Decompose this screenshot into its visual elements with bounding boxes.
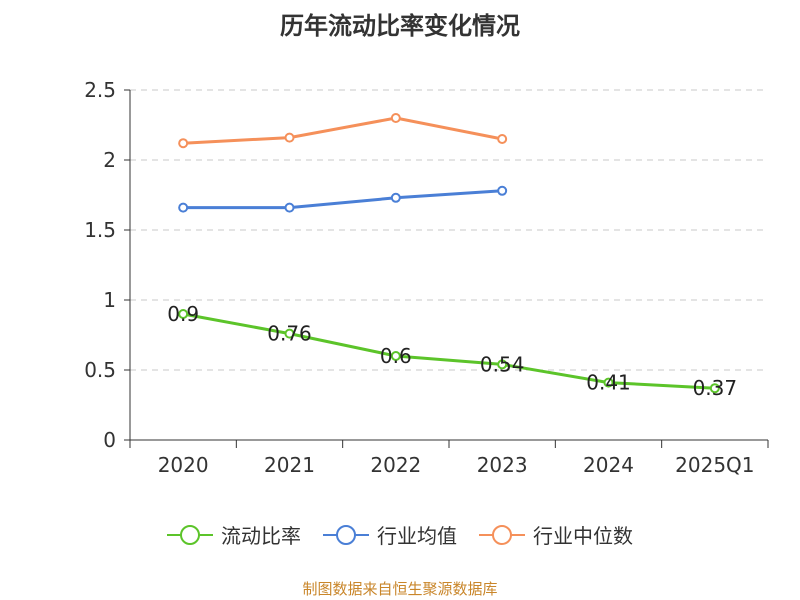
legend-marker-icon: [323, 524, 369, 545]
legend-marker-icon: [479, 524, 525, 545]
data-point: [284, 132, 295, 143]
data-point: [178, 309, 189, 319]
data-point: [497, 185, 508, 196]
legend-item-current-ratio[interactable]: 流动比率: [167, 520, 301, 549]
x-tick-label: 2025Q1: [675, 453, 754, 477]
data-point: [709, 383, 720, 394]
x-tick-label: 2022: [370, 453, 421, 477]
data-label: 0.76: [267, 322, 312, 346]
legend-label: 行业中位数: [533, 524, 633, 548]
data-point: [284, 328, 295, 339]
source-note: 制图数据来自恒生聚源数据库: [302, 580, 498, 598]
legend-item-industry-median[interactable]: 行业中位数: [479, 520, 633, 549]
x-tick-label: 2020: [158, 453, 209, 477]
legend: 流动比率 行业均值 行业中位数: [0, 520, 800, 549]
data-point: [178, 138, 189, 149]
data-label: 0.9: [167, 302, 199, 326]
x-tick-label: 2024: [583, 453, 634, 477]
data-point: [603, 377, 614, 388]
data-label: 0.37: [693, 376, 738, 400]
data-point: [390, 351, 401, 361]
chart-title: 历年流动比率变化情况: [280, 12, 520, 40]
data-point: [497, 134, 508, 144]
y-tick-label: 1: [103, 288, 116, 312]
data-label: 0.54: [480, 352, 525, 376]
legend-label: 行业均值: [377, 524, 457, 548]
x-tick-label: 2021: [264, 453, 315, 477]
data-point: [497, 359, 508, 370]
series-line: [183, 189, 503, 210]
data-point: [390, 192, 401, 203]
y-tick-label: 0: [103, 428, 116, 452]
y-tick-label: 2: [103, 148, 116, 172]
series-line: [183, 116, 503, 145]
y-tick-label: 1.5: [84, 218, 116, 242]
legend-label: 流动比率: [221, 524, 301, 548]
y-tick-label: 2.5: [84, 78, 116, 102]
series-line: [182, 312, 715, 390]
data-label: 0.41: [586, 371, 631, 395]
legend-marker-icon: [167, 524, 213, 545]
data-point: [178, 202, 189, 213]
data-label: 0.6: [380, 344, 412, 368]
y-tick-label: 0.5: [84, 358, 116, 382]
data-point: [390, 113, 401, 123]
x-tick-label: 2023: [477, 453, 528, 477]
data-point: [284, 202, 295, 213]
legend-item-industry-mean[interactable]: 行业均值: [323, 520, 457, 549]
